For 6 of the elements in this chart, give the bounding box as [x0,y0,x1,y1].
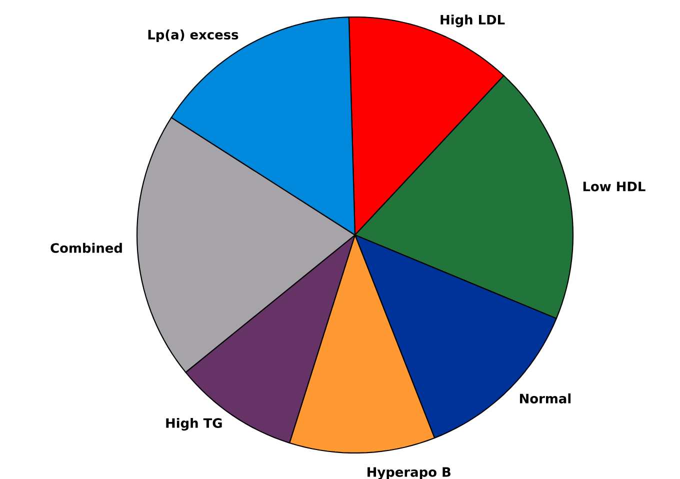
slice-label: Low HDL [583,182,646,192]
slice-label: High LDL [440,14,505,28]
slice-label: Lp(a) excess [148,30,238,42]
slice-label: High TG [166,418,222,431]
slice-label: Normal [520,393,571,404]
slice-label: Combined [50,242,122,253]
